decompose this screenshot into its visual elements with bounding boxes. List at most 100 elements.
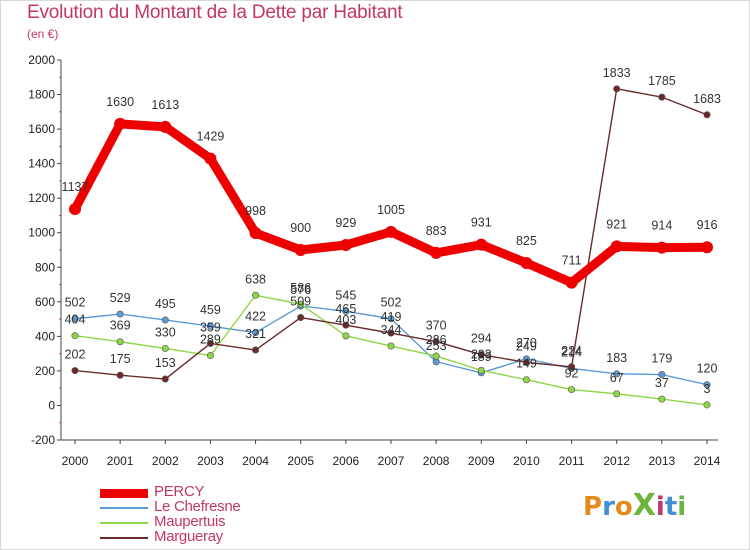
data-point-margueray: [342, 321, 350, 329]
data-point-margueray: [613, 85, 621, 93]
data-point-percy: [249, 227, 262, 240]
data-label-le-chefresne: 120: [697, 362, 718, 376]
x-tick-label: 2010: [513, 454, 540, 468]
x-tick-label: 2000: [62, 454, 89, 468]
legend-swatch-le-chefresne: [100, 507, 148, 509]
data-label-margueray: 419: [381, 310, 402, 324]
data-label-le-chefresne: 576: [290, 283, 311, 297]
y-tick-label: 1000: [28, 226, 55, 240]
data-label-margueray: 1785: [648, 74, 676, 88]
legend-swatch-margueray: [100, 537, 148, 539]
x-tick-label: 2004: [242, 454, 269, 468]
data-label-le-chefresne: 529: [110, 291, 131, 305]
data-point-le-chefresne: [613, 370, 621, 378]
data-label-margueray: 153: [155, 356, 176, 370]
data-point-maupertuis: [522, 376, 530, 384]
data-point-maupertuis: [206, 352, 214, 360]
data-labels-layer: 1137 1630 1613 1429 998 900 929 1005 883 931 825 71…: [62, 66, 721, 396]
proxiti-logo: ProXiti: [583, 488, 687, 523]
data-label-percy: 1630: [106, 95, 134, 109]
data-label-maupertuis: 403: [335, 313, 356, 327]
data-point-margueray: [568, 363, 576, 371]
data-point-maupertuis: [568, 386, 576, 394]
y-tick-label: 1200: [28, 191, 55, 205]
data-point-percy: [565, 276, 578, 289]
data-point-margueray: [658, 93, 666, 101]
data-label-maupertuis: 638: [245, 272, 266, 286]
data-label-le-chefresne: 179: [651, 352, 672, 366]
data-point-maupertuis: [432, 352, 440, 360]
data-point-percy: [294, 244, 307, 256]
data-label-margueray: 359: [200, 320, 221, 334]
y-tick-label: 2000: [28, 53, 55, 67]
legend-label-percy: PERCY: [154, 483, 205, 500]
data-point-le-chefresne: [71, 315, 79, 323]
data-label-percy: 825: [516, 234, 537, 248]
data-label-maupertuis: 289: [200, 333, 221, 347]
data-label-margueray: 509: [290, 295, 311, 309]
data-label-le-chefresne: 189: [471, 350, 492, 364]
data-point-maupertuis: [342, 332, 350, 340]
data-point-le-chefresne: [658, 371, 666, 379]
data-label-percy: 1429: [197, 130, 225, 144]
legend-swatch-percy: [100, 489, 148, 498]
x-tick-label: 2007: [378, 454, 405, 468]
data-label-le-chefresne: 422: [245, 310, 266, 324]
data-point-percy: [204, 152, 217, 165]
axes: -200 0 200 400 600 800 1000 1200 1400 1600 1800 200…: [28, 53, 720, 468]
x-tick-label: 2002: [152, 454, 179, 468]
data-label-maupertuis: 369: [110, 319, 131, 333]
data-point-maupertuis: [703, 401, 711, 409]
data-label-percy: 1137: [62, 180, 89, 194]
data-point-maupertuis: [71, 332, 79, 340]
data-label-margueray: 465: [335, 302, 356, 316]
data-point-percy: [430, 246, 443, 259]
data-label-margueray: 202: [65, 348, 86, 362]
x-tick-label: 2005: [287, 454, 314, 468]
data-label-maupertuis: 586: [290, 281, 311, 295]
data-label-percy: 711: [562, 254, 582, 268]
data-point-le-chefresne: [387, 315, 395, 323]
data-label-maupertuis: 203: [471, 347, 492, 361]
data-label-percy: 921: [606, 217, 627, 231]
data-label-le-chefresne: 459: [200, 303, 221, 317]
data-point-margueray: [161, 375, 169, 383]
data-label-le-chefresne: 502: [381, 296, 402, 310]
data-point-le-chefresne: [252, 329, 260, 337]
data-point-le-chefresne: [703, 381, 711, 389]
y-tick-label: 0: [48, 398, 55, 412]
data-label-margueray: 370: [426, 319, 447, 333]
data-point-margueray: [703, 111, 711, 119]
legend-swatch-maupertuis: [100, 522, 148, 524]
chart-subtitle: (en €): [27, 27, 59, 41]
series-layer: [69, 85, 713, 409]
x-tick-label: 2014: [694, 454, 721, 468]
data-point-margueray: [206, 339, 214, 347]
data-label-maupertuis: 344: [381, 323, 402, 337]
data-point-maupertuis: [252, 291, 260, 299]
data-point-percy: [339, 238, 352, 251]
data-label-maupertuis: 149: [516, 357, 537, 371]
data-label-percy: 883: [426, 224, 447, 238]
y-tick-label: 1600: [28, 122, 55, 136]
data-label-margueray: 294: [471, 332, 492, 346]
data-point-le-chefresne: [206, 322, 214, 330]
data-point-percy: [69, 203, 81, 216]
data-label-maupertuis: 37: [655, 376, 669, 390]
data-point-maupertuis: [297, 300, 305, 308]
data-label-maupertuis: 404: [65, 313, 86, 327]
data-label-percy: 916: [697, 218, 718, 232]
data-label-percy: 1005: [377, 203, 405, 217]
data-point-margueray: [71, 367, 79, 375]
data-label-margueray: 1833: [603, 66, 631, 80]
data-label-le-chefresne: 495: [155, 297, 176, 311]
data-point-maupertuis: [387, 342, 395, 350]
data-label-percy: 1613: [151, 98, 179, 112]
data-point-margueray: [477, 351, 485, 359]
data-point-percy: [114, 117, 127, 130]
x-tick-label: 2011: [559, 454, 585, 468]
y-tick-label: 400: [35, 329, 55, 343]
data-point-percy: [655, 241, 668, 254]
data-label-percy: 900: [290, 221, 311, 235]
